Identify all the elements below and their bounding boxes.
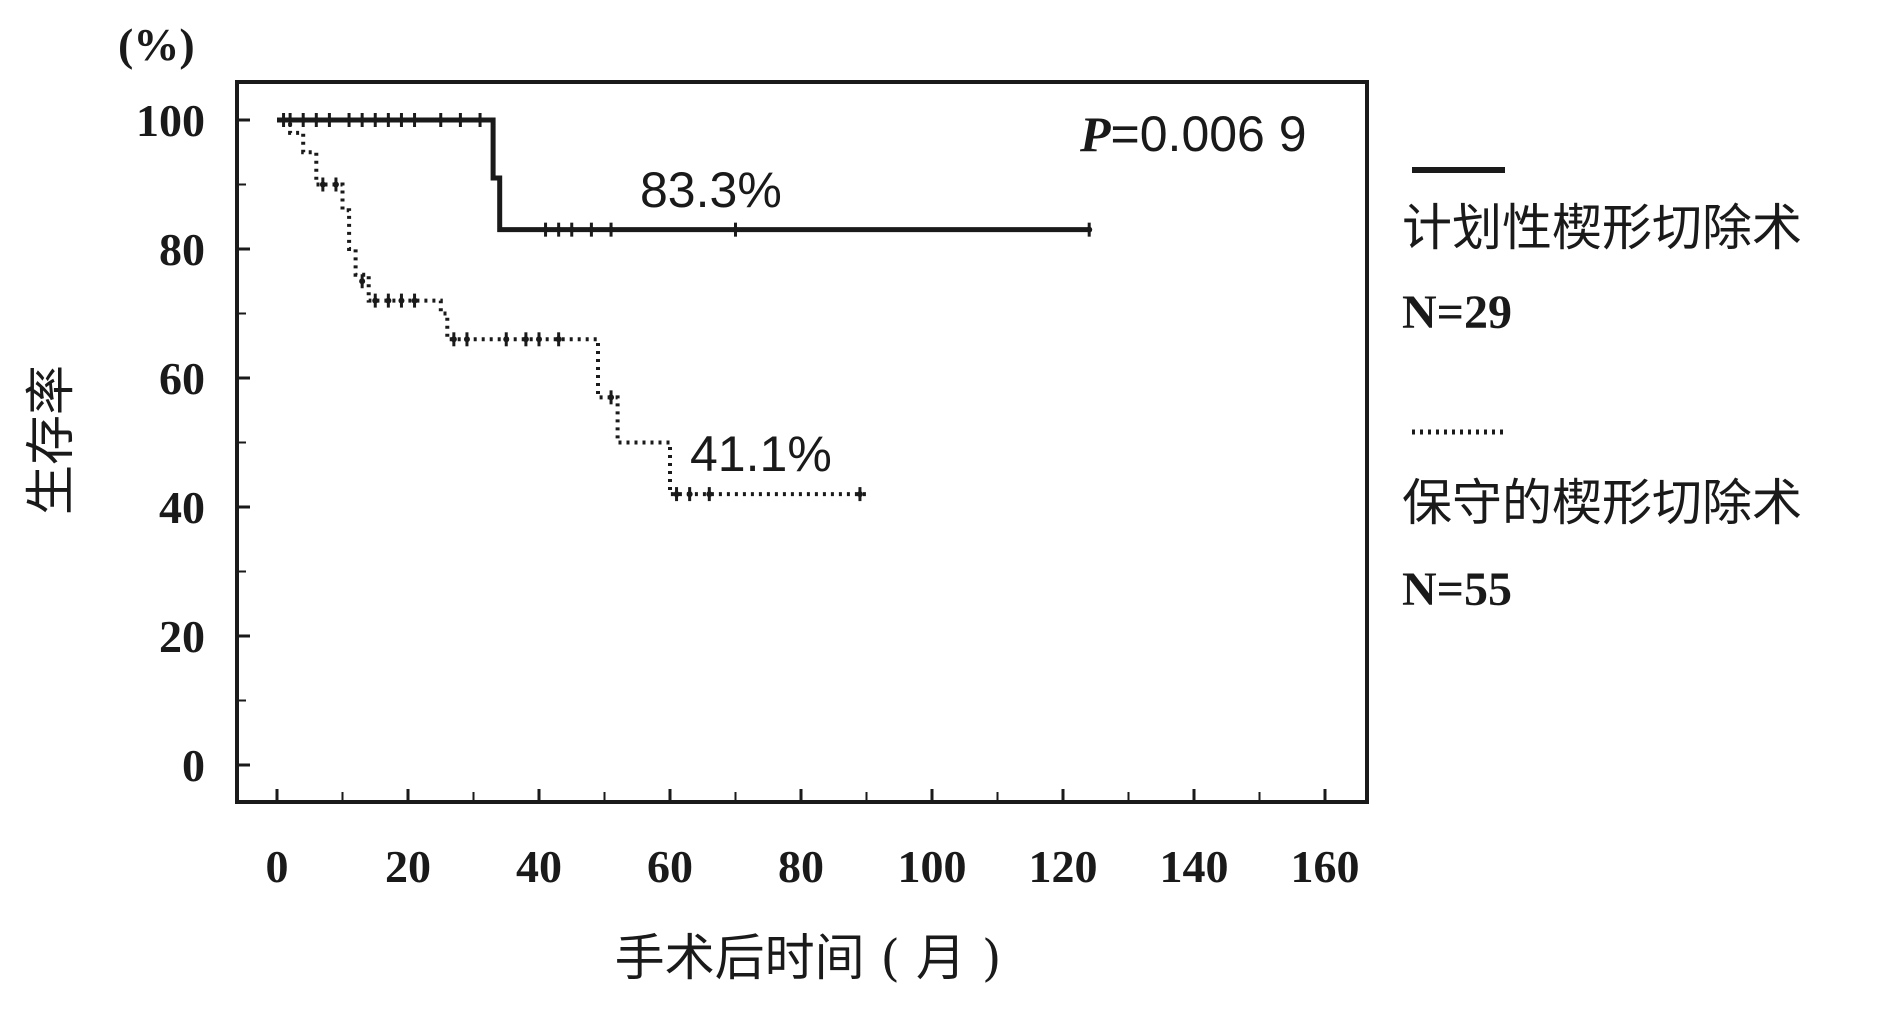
censor-dot	[359, 117, 366, 123]
censor-dot	[732, 226, 739, 233]
x-tick-label: 40	[516, 841, 562, 892]
censor-dot	[437, 117, 444, 123]
series-1	[277, 113, 867, 502]
censor-dot	[706, 491, 713, 498]
censor-dot	[457, 117, 464, 123]
censor-dot	[608, 394, 615, 401]
censor-dot	[536, 336, 542, 343]
censor-dot	[856, 491, 863, 498]
x-axis: 0 20 40 60 80 100 120 140 160	[266, 789, 1360, 892]
censor-dot	[300, 117, 307, 123]
x-tick-label: 20	[385, 841, 431, 892]
legend-label-planned: 计划性楔形切除术	[1402, 199, 1802, 257]
x-tick-label: 100	[898, 841, 967, 892]
y-tick-label: 0	[182, 740, 205, 791]
series-end-label: 41.1%	[690, 426, 832, 482]
censor-dot	[568, 226, 575, 233]
censor-dot	[411, 117, 418, 123]
censor-dot	[608, 226, 615, 233]
legend: 计划性楔形切除术 N=29 保守的楔形切除术 N=55	[1402, 167, 1802, 616]
censor-dot	[385, 297, 392, 304]
x-tick-label: 80	[778, 841, 824, 892]
censor-dot	[1086, 226, 1093, 233]
y-tick-label: 60	[159, 353, 205, 404]
censor-dot	[673, 491, 680, 498]
p-value-label: P=0.006 9	[1079, 106, 1307, 162]
y-axis: 0 20 40 60 80 100	[136, 95, 250, 791]
censor-dot	[313, 117, 320, 123]
y-tick-label: 80	[159, 224, 205, 275]
x-tick-label: 120	[1029, 841, 1098, 892]
censor-dot	[542, 226, 549, 233]
censor-dot	[287, 117, 294, 123]
censor-dot	[411, 297, 418, 304]
censor-dot	[372, 297, 379, 304]
x-axis-title: 手术后时间 ( 月 )	[615, 929, 1002, 987]
series-0	[277, 113, 1093, 237]
censor-dot	[503, 336, 510, 343]
censor-dot	[346, 117, 353, 123]
legend-n-planned: N=29	[1402, 286, 1512, 339]
y-unit-label: (%)	[118, 19, 195, 70]
censor-dot	[372, 117, 379, 123]
p-value-prefix: P	[1079, 106, 1111, 162]
censor-dot	[332, 181, 339, 188]
censor-dot	[477, 117, 484, 123]
x-tick-label: 160	[1291, 841, 1360, 892]
p-value-text: =0.006 9	[1111, 106, 1307, 162]
censor-dot	[319, 181, 326, 188]
censor-dot	[522, 336, 529, 343]
censor-dot	[398, 297, 405, 304]
x-tick-label: 60	[647, 841, 693, 892]
y-tick-label: 20	[159, 611, 205, 662]
censor-dot	[555, 226, 562, 233]
censor-dot	[588, 226, 595, 233]
series-end-label: 83.3%	[640, 162, 782, 218]
censor-dot	[398, 117, 405, 123]
censor-dot	[463, 336, 470, 343]
legend-n-conservative: N=55	[1402, 563, 1512, 616]
x-tick-label: 140	[1160, 841, 1229, 892]
censor-dot	[686, 491, 693, 498]
censor-dot	[280, 117, 287, 123]
survival-curve	[277, 117, 1090, 233]
y-tick-label: 40	[159, 482, 205, 533]
censor-dot	[326, 117, 333, 123]
censor-dot	[385, 117, 392, 123]
plot-frame	[235, 80, 1369, 804]
x-tick-label: 0	[266, 841, 289, 892]
legend-label-conservative: 保守的楔形切除术	[1402, 474, 1802, 532]
censor-dot	[555, 336, 562, 343]
y-tick-label: 100	[136, 95, 205, 146]
censor-dot	[450, 336, 457, 343]
censor-dot	[359, 278, 366, 285]
series-layer	[277, 113, 1093, 502]
y-axis-title: 生存率	[22, 365, 80, 515]
